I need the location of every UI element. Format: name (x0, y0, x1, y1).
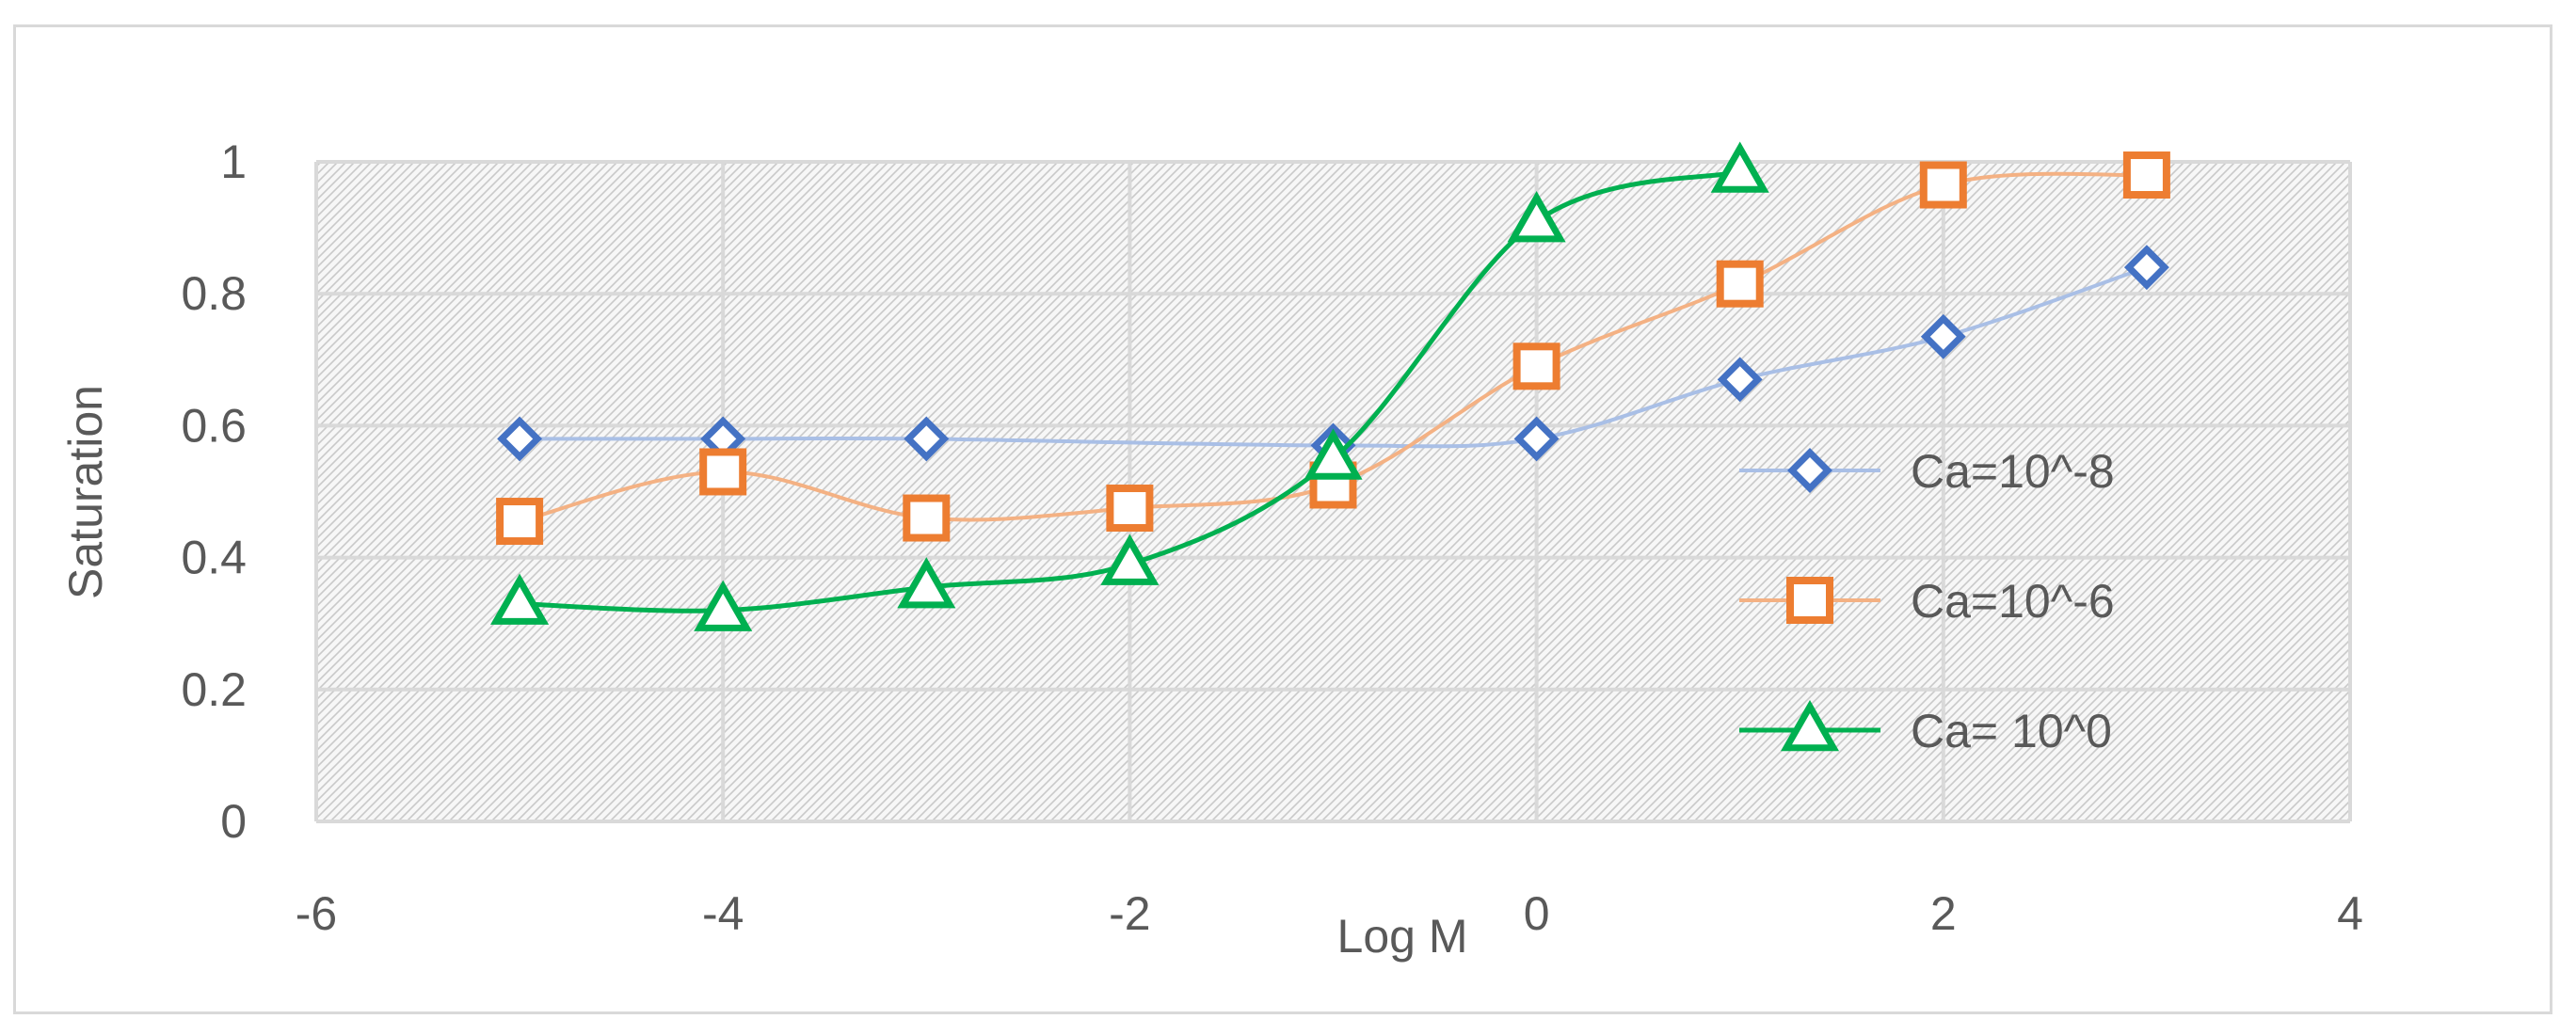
data-point (1507, 191, 1566, 243)
data-point (903, 494, 951, 542)
series-layer (490, 141, 2170, 631)
x-tick-label: -4 (702, 887, 744, 940)
legend-entry: Ca= 10^0 (1739, 699, 2112, 757)
data-point (1106, 485, 1154, 533)
y-tick-label: 0.2 (181, 663, 247, 716)
x-tick-label: -2 (1109, 887, 1150, 940)
series-line (520, 265, 2148, 449)
data-point (1919, 161, 1967, 209)
y-tick-label: 1 (220, 135, 247, 188)
legend-marker (1780, 699, 1840, 752)
y-axis-title: Saturation (59, 385, 112, 599)
y-tick-label: 0.8 (181, 267, 247, 320)
x-tick-label: 2 (1930, 887, 1957, 940)
legend-label: Ca=10^-6 (1911, 575, 2115, 628)
data-point (904, 416, 950, 462)
data-point (2122, 151, 2170, 199)
legend-entry: Ca=10^-8 (1739, 445, 2115, 498)
gridlines (314, 160, 2352, 823)
data-point (897, 557, 956, 609)
data-point (490, 573, 550, 625)
data-point (1716, 260, 1764, 308)
y-tick-label: 0.4 (181, 532, 247, 584)
data-point (1717, 357, 1763, 403)
data-point (699, 448, 747, 496)
y-tick-label: 0.6 (181, 399, 247, 452)
x-tick-label: -6 (296, 887, 337, 940)
legend-label: Ca=10^-8 (1911, 445, 2115, 498)
series-3 (490, 141, 1769, 631)
data-point (1920, 313, 1966, 359)
legend-entry: Ca=10^-6 (1739, 575, 2115, 628)
data-point (1710, 141, 1769, 193)
data-point (694, 580, 753, 631)
data-point (1512, 342, 1560, 390)
legend-marker (1786, 577, 1833, 624)
x-tick-label: 4 (2337, 887, 2363, 940)
data-point (497, 416, 543, 462)
y-axis-ticks: 0 0.2 0.4 0.6 0.8 1 (181, 135, 247, 848)
data-point (1100, 533, 1160, 585)
legend-label: Ca= 10^0 (1911, 705, 2112, 757)
legend-marker (1787, 448, 1832, 493)
x-axis-ticks: -6 -4 -2 0 2 4 (296, 887, 2363, 940)
x-tick-label: 0 (1524, 887, 1550, 940)
data-point (1513, 416, 1560, 462)
y-tick-label: 0 (220, 795, 247, 848)
x-axis-title: Log M (1337, 910, 1468, 963)
legend: Ca=10^-8 Ca=10^-6 Ca= 10^0 (1739, 445, 2115, 757)
data-point (496, 498, 544, 546)
data-point (1304, 428, 1363, 480)
data-point (2123, 245, 2169, 291)
